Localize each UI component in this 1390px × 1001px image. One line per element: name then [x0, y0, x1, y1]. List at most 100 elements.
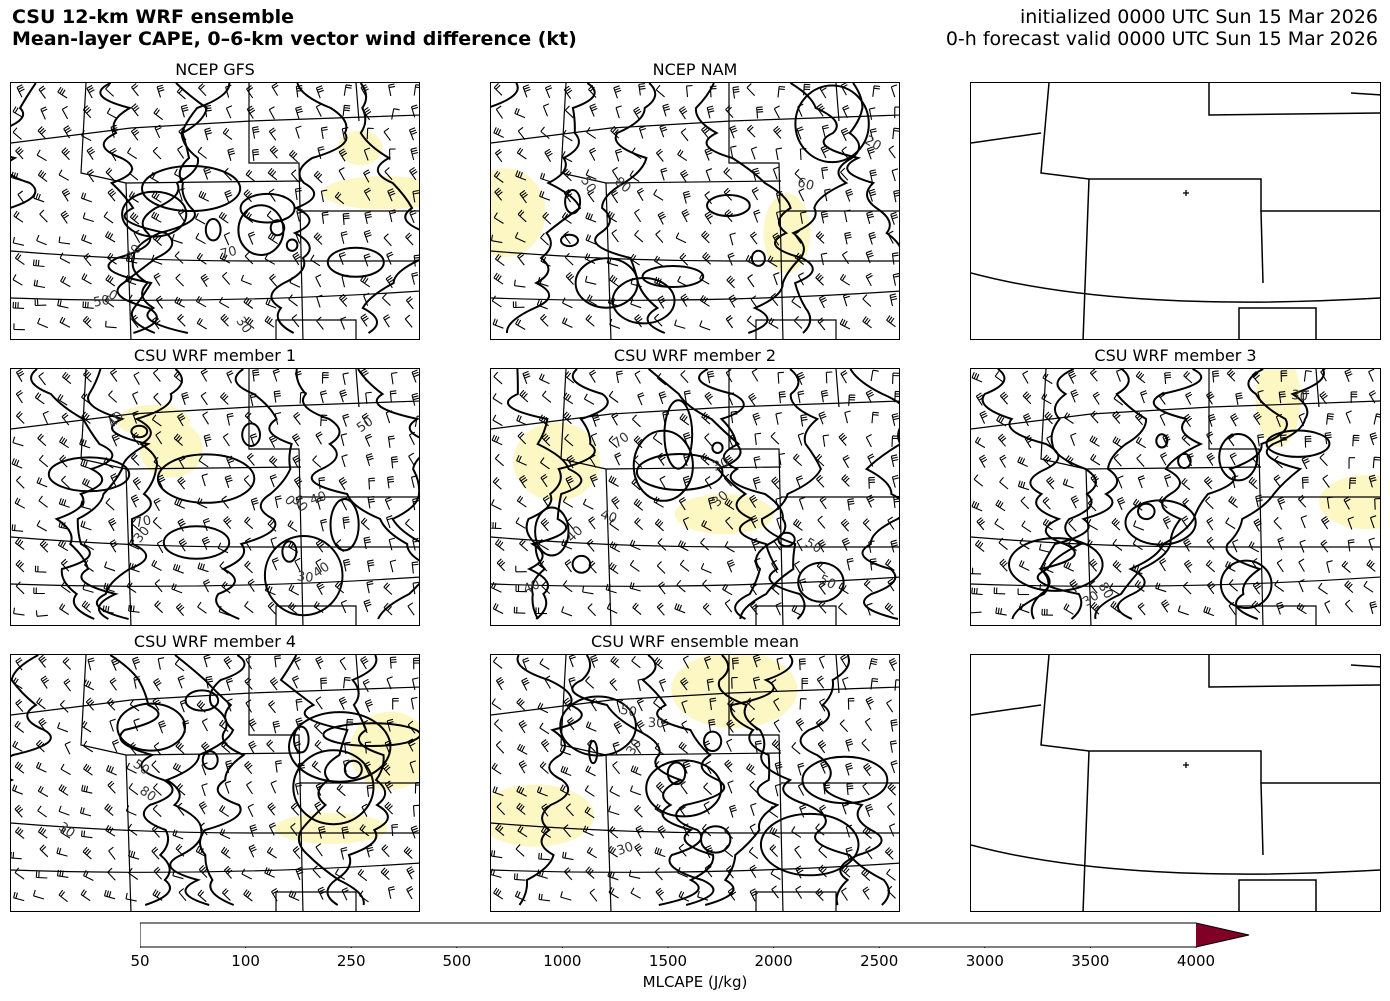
m4-wind-barb [197, 889, 207, 903]
m1-wind-barb [109, 539, 118, 553]
m1-wind-barb [59, 454, 68, 468]
m1-wind-barb [36, 520, 47, 532]
gfs-wind-barb [105, 274, 116, 287]
colorbar-tick-label: 2000 [754, 952, 793, 970]
m4-wind-barb [392, 697, 399, 710]
m4-wind-barb [218, 719, 229, 732]
m3-wind-barb [1017, 456, 1028, 468]
nam-wind-barb [589, 103, 598, 117]
map-panel-blank-bottom [970, 654, 1381, 912]
gfs-shear-contours [11, 83, 419, 334]
m3-wind-barb [1068, 370, 1077, 384]
m1-wind-barb [177, 476, 186, 490]
m1-wind-barb [315, 539, 325, 553]
nam-wind-barb [817, 317, 826, 331]
gfs-wind-barb [195, 213, 206, 225]
mean-wind-barb [773, 719, 781, 733]
gfs-border-line [355, 83, 360, 122]
gfs-wind-barb [221, 271, 231, 285]
m3-wind-barb [1022, 370, 1029, 384]
mean-wind-barb [657, 825, 666, 839]
m2-wind-barb [658, 581, 666, 595]
gfs-wind-barb [363, 253, 371, 267]
m3-border-line [1208, 407, 1264, 625]
m3-wind-barb [1350, 391, 1358, 403]
nam-wind-barb [750, 146, 758, 160]
m2-wind-barb [869, 558, 877, 571]
m2-wind-barb [515, 517, 526, 529]
gfs-wind-barb [155, 295, 164, 309]
mean-wind-barb [517, 743, 528, 755]
m2-wind-barb [797, 432, 804, 446]
m1-border-line [248, 407, 304, 625]
m1-wind-barb [14, 537, 25, 551]
m1-wind-barb [226, 412, 234, 426]
nam-wind-barb [701, 230, 710, 244]
m1-wind-barb [82, 369, 92, 383]
gfs-wind-barb [17, 190, 25, 204]
m2-wind-barb [563, 392, 574, 405]
m4-border-line [80, 655, 302, 756]
m1-wind-barb [340, 599, 347, 614]
m1-wind-barb [383, 602, 393, 616]
m2-wind-barb [631, 414, 641, 428]
m2-wind-barb [771, 476, 780, 490]
gfs-wind-barb [151, 191, 162, 203]
m1-wind-barb [58, 520, 70, 531]
mean-wind-barb [865, 803, 874, 817]
m3-wind-barb [1177, 605, 1189, 616]
m2-wind-barb [519, 389, 529, 403]
gfs-wind-barb [360, 275, 371, 288]
nam-wind-barb [773, 105, 780, 119]
m3-contour-loop [1265, 429, 1331, 458]
m4-wind-barb [295, 866, 304, 881]
mean-wind-barb [655, 781, 665, 795]
m1-contour [295, 369, 419, 562]
nam-wind-barb [539, 172, 552, 183]
m2-wind-barb [516, 495, 527, 508]
m4-wind-barb [85, 697, 95, 711]
m3-border-line [1235, 605, 1317, 625]
m3-wind-barb [971, 567, 982, 575]
gfs-wind-barb [385, 274, 395, 289]
m2-wind-barb [890, 454, 899, 468]
nam-wind-barb [699, 273, 710, 285]
m1-contour-small-loop [241, 422, 262, 447]
m2-wind-barb [519, 538, 529, 552]
m1-wind-barb [111, 433, 120, 447]
mean-wind-barb [653, 657, 664, 670]
mean-wind-barb [630, 765, 642, 776]
gfs-contour-label: 50 [92, 293, 111, 311]
mean-border-line [835, 655, 840, 694]
nam-contour-label: 20 [862, 133, 884, 154]
mean-wind-barb [894, 679, 899, 691]
m1-wind-barb [155, 431, 163, 445]
mean-wind-barb [585, 866, 595, 879]
m1-wind-barb [178, 538, 188, 552]
m1-wind-barb [152, 516, 162, 530]
mean-wind-barb [682, 655, 690, 669]
mean-wind-barb [584, 785, 595, 797]
m1-wind-barb [15, 389, 23, 404]
mean-wind-barb [888, 823, 896, 837]
nam-wind-barb [674, 319, 686, 329]
m3-wind-barb [1206, 391, 1215, 405]
map-panel-member-2: 70 30 40 40 30 40 50 50 [490, 368, 900, 626]
m2-wind-barb [491, 581, 502, 593]
m3-wind-barb [1113, 453, 1122, 467]
mean-wind-barb [563, 824, 572, 838]
m1-wind-barb [57, 539, 69, 552]
m4-wind-barb [295, 698, 303, 711]
m2-contour [506, 369, 583, 620]
mean-wind-barb [865, 696, 874, 710]
mean-wind-barb [727, 780, 734, 794]
gfs-wind-barb [342, 104, 351, 117]
mean-wind-barb [749, 780, 758, 794]
m1-wind-barb [36, 477, 48, 488]
m2-wind-barb [838, 602, 848, 616]
gfs-wind-barb [105, 231, 116, 243]
m2-wind-barb [541, 390, 552, 403]
mean-wind-barb [654, 867, 663, 881]
mean-wind-barb [566, 717, 576, 731]
mean-wind-barb [731, 676, 738, 689]
